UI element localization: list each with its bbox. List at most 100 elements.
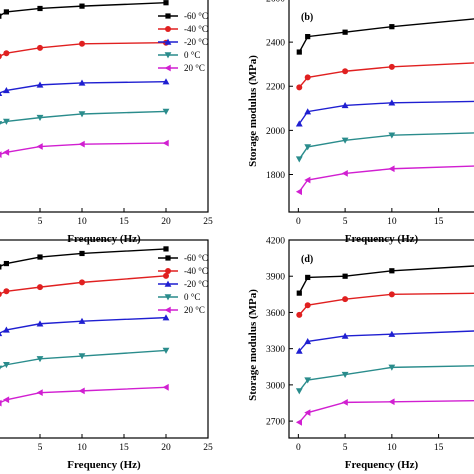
- data-point: [36, 143, 43, 150]
- legend: -60 °C -40 °C -20 °C 0 °C 20 °C: [158, 11, 208, 73]
- x-tick-label: 10: [387, 443, 397, 453]
- panel-c: 5 10 15 20 25 Frequency (Hz) -60 °C -40 °C -20 °…: [0, 239, 213, 471]
- data-point: [388, 63, 395, 70]
- y-tick-label: 2700: [266, 418, 285, 428]
- data-point: [162, 78, 170, 85]
- data-point: [388, 132, 396, 139]
- y-tick-label: 2600: [266, 0, 285, 5]
- legend-label: -60 °C: [184, 253, 208, 263]
- legend-label: 0 °C: [184, 292, 200, 302]
- data-point: [79, 279, 85, 286]
- legend-label: -60 °C: [184, 11, 208, 21]
- x-axis-title: Frequency (Hz): [345, 459, 419, 471]
- data-point: [3, 326, 10, 333]
- series-line: [298, 62, 474, 88]
- x-tick-label: 10: [387, 217, 397, 227]
- data-point: [162, 108, 170, 115]
- data-point: [305, 274, 311, 281]
- series-line: [298, 400, 474, 423]
- series-line: [298, 292, 474, 316]
- data-point: [36, 114, 44, 122]
- data-point: [304, 108, 312, 115]
- data-point: [341, 398, 348, 406]
- y-tick-label: 2400: [266, 39, 285, 49]
- series-c-0: [0, 246, 169, 270]
- y-tick-label: 3300: [266, 345, 285, 355]
- data-point: [388, 364, 396, 371]
- legend-marker: [164, 38, 172, 45]
- x-tick-label: 10: [77, 217, 87, 227]
- panel-a: 5 10 15 20 25 Frequency (Hz) -60 °C -40 °C -20 °…: [0, 0, 213, 245]
- legend-label: -20 °C: [184, 279, 208, 289]
- data-point: [3, 9, 9, 15]
- data-point: [78, 317, 86, 324]
- data-point: [36, 320, 44, 327]
- x-tick-label: 5: [38, 217, 43, 227]
- legend-marker: [164, 306, 171, 314]
- plot-frame: [0, 0, 209, 213]
- data-point: [162, 314, 170, 321]
- data-point: [304, 302, 311, 309]
- data-point: [37, 284, 43, 291]
- data-point: [304, 176, 311, 184]
- y-tick-label: 3900: [266, 273, 285, 283]
- legend-marker: [164, 294, 172, 301]
- series-d-2: [295, 330, 474, 354]
- series-line: [298, 265, 474, 294]
- data-point: [78, 140, 85, 148]
- data-point: [296, 290, 302, 296]
- series-b-0: [296, 18, 474, 55]
- data-point: [163, 0, 169, 6]
- panel-label: (d): [301, 254, 313, 265]
- data-point: [0, 151, 2, 159]
- x-tick-label: 15: [434, 217, 444, 227]
- data-point: [341, 102, 349, 109]
- panel-label: (b): [301, 12, 313, 23]
- series-a-2: [0, 78, 170, 96]
- x-tick-label: 25: [203, 443, 213, 453]
- data-point: [296, 49, 302, 55]
- series-d-4: [295, 398, 474, 426]
- x-tick-label: 15: [119, 217, 129, 227]
- series-line: [298, 132, 474, 160]
- data-point: [79, 3, 85, 9]
- data-point: [0, 91, 3, 96]
- data-point: [388, 99, 396, 106]
- data-point: [36, 356, 44, 363]
- series-d-3: [295, 364, 474, 395]
- data-point: [163, 246, 169, 252]
- x-tick-label: 15: [434, 443, 444, 453]
- legend-marker: [164, 52, 172, 59]
- data-point: [162, 347, 170, 354]
- data-point: [304, 377, 312, 384]
- data-point: [0, 365, 3, 370]
- data-point: [342, 296, 349, 303]
- data-point: [0, 291, 2, 298]
- y-tick-label: 3000: [266, 381, 285, 391]
- series-c-1: [0, 272, 169, 298]
- plot-frame: [288, 239, 474, 439]
- series-a-3: [0, 108, 170, 126]
- legend-marker: [165, 268, 171, 274]
- series-c-3: [0, 347, 170, 370]
- y-tick-label: 4200: [266, 237, 285, 247]
- series-d-1: [296, 291, 474, 318]
- legend-label: 0 °C: [184, 50, 200, 60]
- series-a-0: [0, 0, 169, 19]
- series-line: [298, 365, 474, 392]
- legend-label: 20 °C: [184, 305, 205, 315]
- y-axis-title: Storage modulus (MPa): [247, 289, 259, 401]
- series-line: [298, 165, 474, 193]
- y-tick-label: 2200: [266, 83, 285, 93]
- data-point: [0, 399, 2, 407]
- series-line: [298, 100, 474, 125]
- data-point: [78, 111, 86, 118]
- x-axis-title: Frequency (Hz): [345, 233, 419, 245]
- data-point: [388, 165, 395, 173]
- data-point: [162, 139, 169, 147]
- legend-marker: [164, 64, 171, 72]
- series-a-1: [0, 39, 169, 60]
- data-point: [37, 5, 43, 12]
- plot-frame: [288, 0, 474, 213]
- x-tick-label: 15: [119, 443, 129, 453]
